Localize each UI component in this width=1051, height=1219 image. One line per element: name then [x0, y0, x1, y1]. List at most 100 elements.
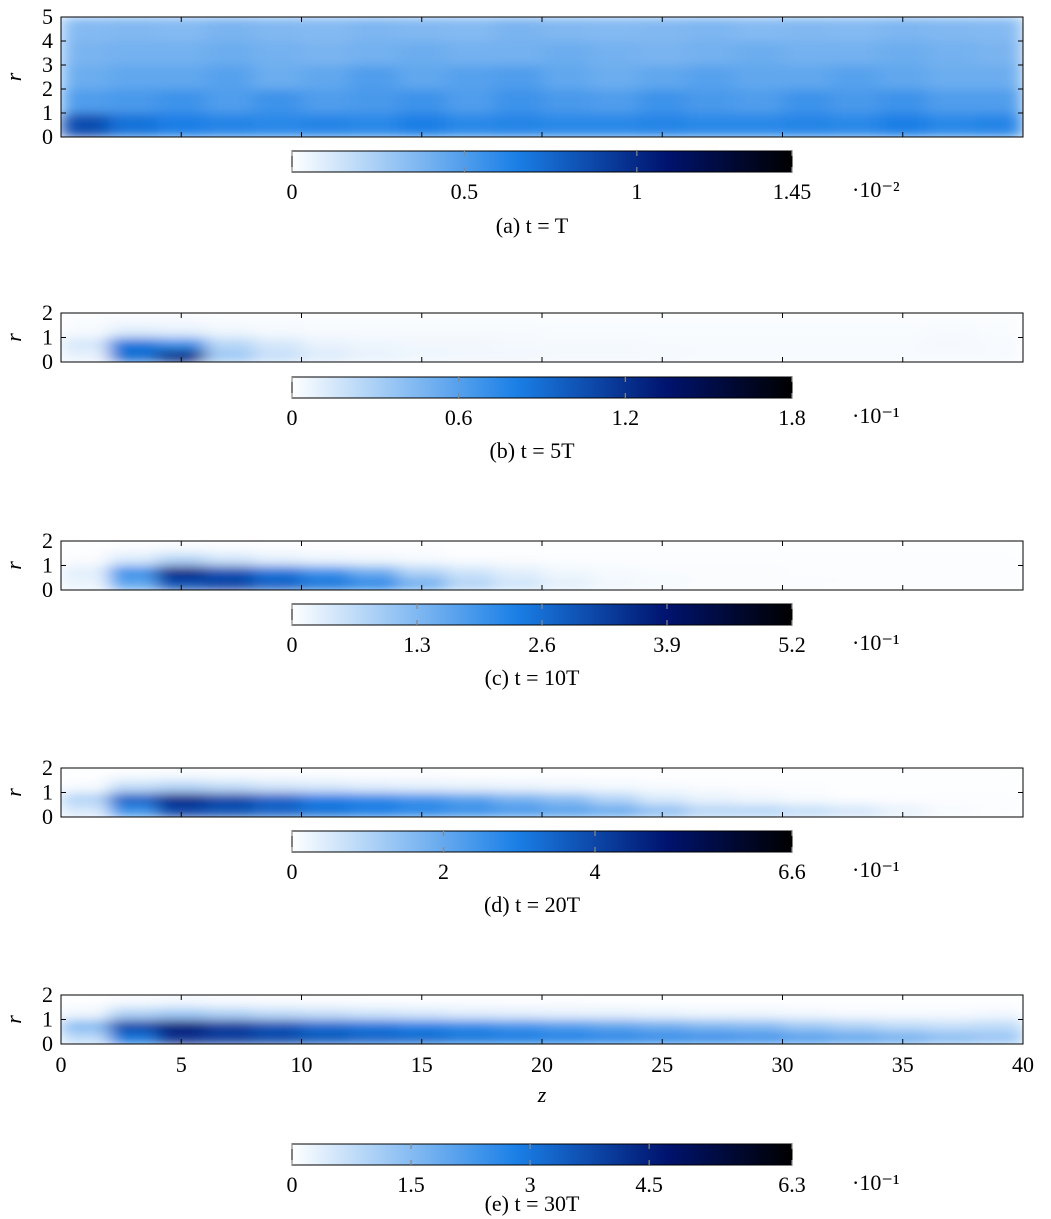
cell: [974, 89, 1023, 114]
cell: [878, 768, 928, 781]
cell: [253, 89, 302, 114]
cell: [397, 41, 447, 66]
cell: [590, 41, 639, 66]
cell: [974, 1007, 1023, 1020]
y-axis-label: r: [1, 333, 26, 342]
cell: [830, 1031, 880, 1044]
cell: [157, 768, 206, 781]
cell: [205, 1019, 254, 1033]
cell: [61, 995, 110, 1008]
cell: [301, 65, 351, 90]
cell: [878, 553, 928, 566]
cell: [878, 1007, 928, 1020]
cell: [157, 349, 206, 362]
cell: [349, 995, 399, 1008]
cell: [445, 349, 495, 362]
cell: [974, 995, 1023, 1008]
cell: [301, 780, 351, 793]
cell: [253, 1019, 302, 1033]
cell: [590, 995, 639, 1008]
cell: [445, 1031, 495, 1044]
field-cells: [61, 17, 1023, 137]
cell: [974, 792, 1023, 806]
cell: [830, 792, 880, 806]
cell: [301, 577, 351, 590]
colorbar-tick-label: 3.9: [653, 632, 681, 657]
cell: [445, 89, 495, 114]
cell: [638, 995, 687, 1008]
cell: [830, 1019, 880, 1033]
cell: [638, 565, 687, 579]
cell: [542, 113, 591, 137]
colorbar-exponent: ·10⁻¹: [852, 630, 900, 655]
colorbar: [291, 1143, 793, 1166]
cell: [878, 325, 928, 338]
y-tick-label: 1: [42, 1007, 53, 1032]
cell: [686, 349, 735, 362]
colorbar-tick-label: 2.6: [528, 632, 556, 657]
cell: [830, 65, 880, 90]
cell: [782, 65, 832, 90]
cell: [493, 1007, 543, 1020]
cell: [686, 541, 735, 554]
cell: [926, 792, 976, 806]
cell: [493, 65, 543, 90]
cell: [493, 577, 543, 590]
cell: [301, 1019, 351, 1033]
cell: [686, 65, 735, 90]
cell: [926, 1019, 976, 1033]
cell: [590, 113, 639, 137]
cell: [493, 349, 543, 362]
cell: [61, 65, 110, 90]
cell: [445, 17, 495, 42]
cell: [590, 780, 639, 793]
cell: [109, 1031, 158, 1044]
cell: [590, 577, 639, 590]
cell: [830, 325, 880, 338]
cell: [301, 1031, 351, 1044]
cell: [542, 41, 591, 66]
cell: [445, 1019, 495, 1033]
cell: [349, 768, 399, 781]
cell: [878, 577, 928, 590]
cell: [686, 768, 735, 781]
cell: [686, 89, 735, 114]
cell: [157, 1007, 206, 1020]
cell: [782, 349, 832, 362]
cell: [349, 313, 399, 326]
cell: [926, 804, 976, 817]
cell: [61, 565, 110, 579]
x-tick-label: 5: [176, 1052, 187, 1077]
cell: [734, 65, 783, 90]
cell: [686, 41, 735, 66]
cell: [493, 792, 543, 806]
cell: [734, 325, 783, 338]
colorbar-tick-label: 0.5: [451, 179, 479, 204]
caption: (a) t = T: [496, 213, 569, 238]
cell: [349, 17, 399, 42]
cell: [397, 89, 447, 114]
colorbar-tick-label: 5.2: [778, 632, 806, 657]
cell: [734, 41, 783, 66]
cell: [542, 337, 591, 351]
cell: [878, 349, 928, 362]
cell: [205, 995, 254, 1008]
field: [61, 541, 1023, 590]
cell: [397, 780, 447, 793]
cell: [878, 89, 928, 114]
cell: [301, 768, 351, 781]
cell: [926, 553, 976, 566]
cell: [109, 804, 158, 817]
cell: [349, 1031, 399, 1044]
cell: [301, 113, 351, 137]
cell: [397, 553, 447, 566]
cell: [734, 89, 783, 114]
field: [61, 768, 1023, 817]
y-tick-label: 1: [42, 780, 53, 805]
cell: [782, 1007, 832, 1020]
cell: [878, 41, 928, 66]
cell: [349, 337, 399, 351]
y-tick-label: 0: [42, 804, 53, 829]
y-tick-label: 0: [42, 349, 53, 374]
cell: [61, 1019, 110, 1033]
